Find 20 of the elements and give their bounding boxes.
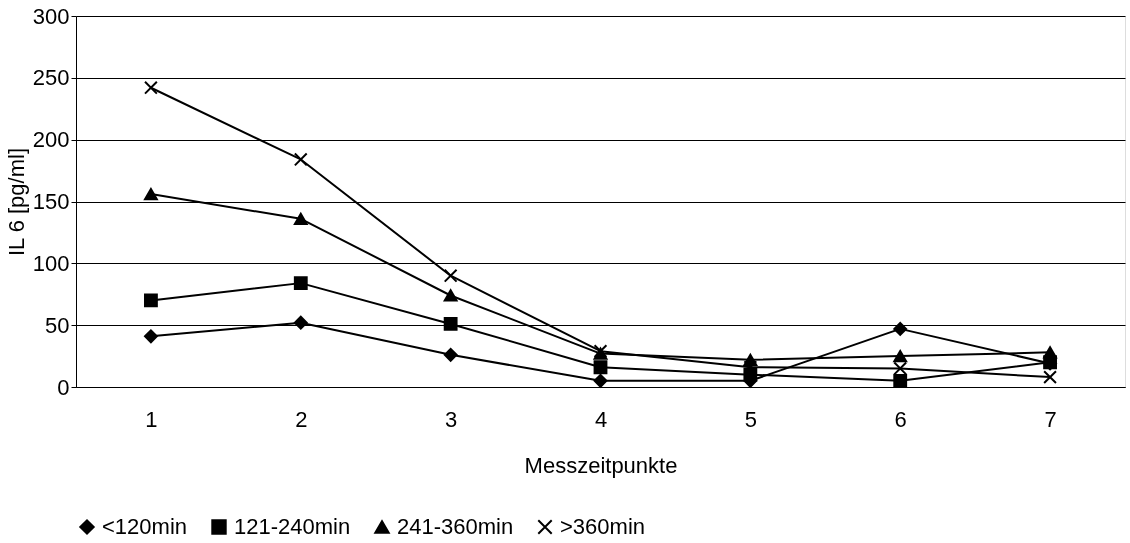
x-tick-label: 6 (894, 406, 907, 432)
y-tick-label: 0 (57, 374, 70, 400)
x-tick-label: 4 (594, 406, 608, 432)
x-tick-label: 3 (445, 406, 458, 432)
y-tick-label: 50 (45, 312, 70, 338)
x-tick-label: 2 (295, 406, 308, 432)
legend-label: 241-360min (397, 514, 514, 539)
y-tick-label: 200 (32, 127, 70, 153)
y-tick-label: 300 (32, 3, 70, 29)
legend-label: <120min (102, 514, 188, 539)
y-tick-label: 150 (32, 189, 70, 214)
legend-label: 121-240min (234, 514, 351, 539)
x-axis-title: Messzeitpunkte (524, 452, 678, 478)
y-axis-title: IL 6 [pg/ml] (3, 147, 29, 257)
x-tick-label: 5 (744, 406, 757, 432)
legend-label: >360min (560, 514, 646, 539)
x-tick-label: 1 (145, 406, 158, 432)
y-tick-label: 250 (32, 65, 70, 91)
y-tick-label: 100 (32, 250, 70, 276)
x-tick-label: 7 (1044, 406, 1057, 432)
